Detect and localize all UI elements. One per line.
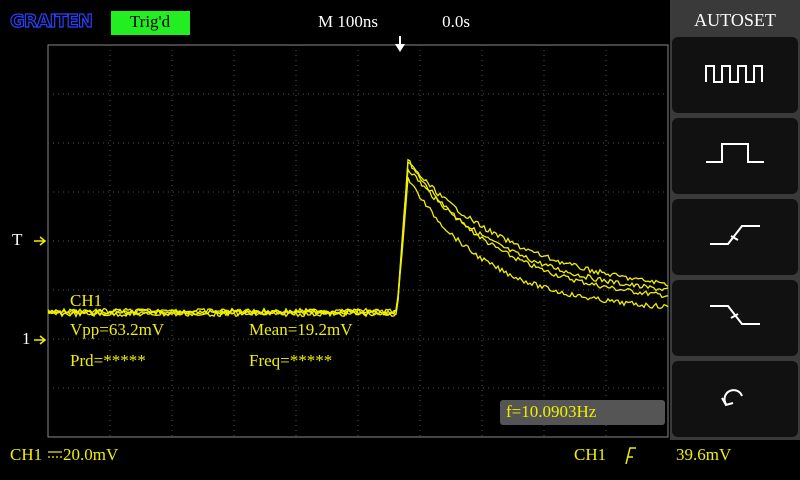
waveform bbox=[47, 158, 669, 318]
icon-falling-edge bbox=[710, 305, 760, 325]
trigger-level-arrow bbox=[34, 236, 47, 246]
counter-box bbox=[500, 400, 665, 425]
measure-vpp: Vpp=63.2mV bbox=[70, 320, 165, 339]
graticule bbox=[48, 45, 668, 437]
counter: f=10.0903Hz bbox=[506, 402, 597, 421]
trigger-level-marker: T bbox=[12, 230, 23, 249]
measure-mean: Mean=19.2mV bbox=[249, 320, 353, 339]
logo: GRAITEN bbox=[10, 11, 92, 32]
trace bbox=[47, 177, 669, 318]
trigger-offset: 0.0s bbox=[442, 12, 470, 31]
icon-undo bbox=[721, 389, 743, 407]
icon-square-wave bbox=[705, 65, 763, 83]
side-menu-title[interactable]: AUTOSET bbox=[694, 10, 776, 30]
button-pulse[interactable] bbox=[672, 118, 798, 194]
button-undo[interactable] bbox=[672, 361, 798, 437]
icon-pulse bbox=[706, 143, 764, 163]
trace bbox=[47, 160, 669, 315]
channel-marker: 1 bbox=[22, 329, 31, 348]
trigger-edge-icon bbox=[625, 447, 636, 465]
trigger-status-box bbox=[111, 11, 190, 35]
footer-trigger-level: 39.6mV bbox=[676, 445, 732, 464]
icon-rising-edge bbox=[710, 225, 760, 245]
footer-scale: 20.0mV bbox=[63, 445, 119, 464]
footer-channel: CH1 bbox=[10, 445, 42, 464]
measure-frequency: Freq=***** bbox=[249, 351, 332, 370]
footer-trigger-channel: CH1 bbox=[574, 445, 606, 464]
trigger-position-marker bbox=[395, 44, 405, 52]
dc-coupling-icon bbox=[48, 451, 62, 458]
button-square-wave[interactable] bbox=[672, 37, 798, 113]
trigger-status: Trig'd bbox=[130, 12, 171, 31]
measure-period: Prd=***** bbox=[70, 351, 146, 370]
button-falling-edge[interactable] bbox=[672, 280, 798, 356]
button-rising-edge[interactable] bbox=[672, 199, 798, 275]
channel-arrow bbox=[34, 335, 47, 345]
timebase: M 100ns bbox=[318, 12, 378, 31]
measure-channel: CH1 bbox=[70, 291, 102, 310]
